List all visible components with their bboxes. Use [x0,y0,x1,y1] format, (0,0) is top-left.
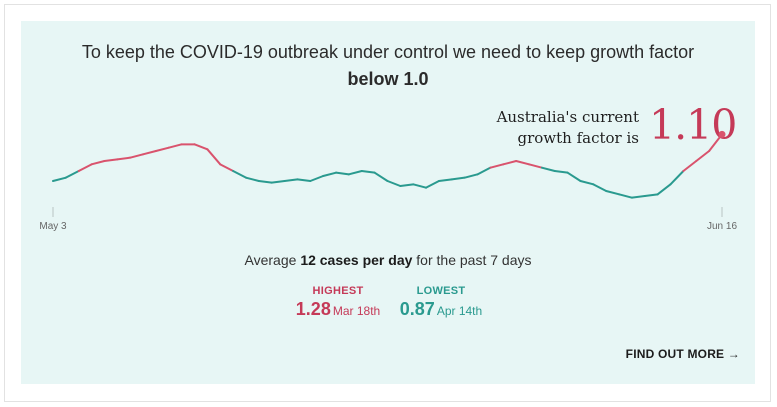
line-segment [682,160,698,172]
line-segment [257,180,273,184]
line-segment [283,178,299,182]
growth-factor-chart: May 3 Jun 16 [39,130,737,232]
line-segment [553,170,569,174]
line-segment [412,183,428,189]
line-segment [515,160,531,166]
line-segment [399,183,415,187]
line-segment [643,193,659,197]
lowest-value-row: 0.87 Apr 14th [396,299,486,320]
line-segment [232,170,247,179]
line-segment [52,176,67,182]
line-segment [425,180,440,189]
line-segment [116,156,132,161]
line-segment [656,183,672,196]
line-segment [489,163,505,169]
line-segment [103,158,119,162]
lowest-date: Apr 14th [436,304,483,318]
lowest-value: 0.87 [399,299,435,319]
headline-line: To keep the COVID-19 outbreak under cont… [81,42,695,62]
line-segment [77,163,93,172]
line-segment [695,150,711,162]
average-bold: 12 cases per day [300,252,413,268]
highest-value: 1.28 [295,299,331,319]
average-cases: Average 12 cases per day for the past 7 … [21,252,755,268]
line-segment [335,171,350,176]
current-label-line2: growth factor is [517,129,640,147]
line-segment [630,195,646,199]
line-segment [206,148,222,166]
line-segment [476,166,492,176]
line-segment [219,163,235,172]
line-segment [592,183,608,192]
line-segment [373,171,389,182]
highest-label: HIGHEST [312,285,364,297]
line-segment [566,171,582,182]
line-segment [142,150,157,156]
headline-emphasis: below 1.0 [347,69,429,89]
line-segment [360,170,376,174]
line-segment [347,170,363,176]
current-value-dot [718,130,726,138]
line-segment [463,173,479,179]
line-segment [502,160,518,166]
growth-line [52,133,723,199]
line-segment [193,143,209,151]
line-segment [386,180,402,187]
current-label-line1: Australia's current [496,108,639,126]
line-segment [154,146,170,152]
current-growth-value: 1.10 [649,101,737,149]
line-segment [605,190,621,196]
line-segment [296,178,312,182]
line-segment [437,178,453,182]
line-segment [129,153,145,159]
highest-date: Mar 18th [332,304,381,318]
highest-stat: HIGHEST 1.28 Mar 18th [293,285,383,320]
x-tick-label-end: Jun 16 [707,221,737,232]
x-tick-label-start: May 3 [39,221,67,232]
line-segment [618,193,633,199]
line-segment [167,143,183,149]
line-segment [322,171,338,177]
highest-value-row: 1.28 Mar 18th [293,299,383,320]
growth-factor-panel: To keep the COVID-19 outbreak under cont… [21,21,755,384]
average-prefix: Average [244,252,297,268]
line-segment [669,170,685,186]
line-segment [579,180,595,186]
lowest-stat: LOWEST 0.87 Apr 14th [396,285,486,320]
lowest-label: LOWEST [416,285,466,297]
find-out-more-link[interactable]: FIND OUT MORE → [625,347,740,361]
line-segment [540,166,556,172]
average-suffix: for the past 7 days [416,252,532,268]
line-segment [64,170,80,179]
headline: To keep the COVID-19 outbreak under cont… [21,39,755,93]
line-segment [244,176,260,182]
line-segment [270,180,286,184]
line-segment [708,133,723,152]
line-segment [90,160,106,166]
line-segment [528,163,543,169]
line-segment [309,175,325,182]
current-growth-label: Australia's current growth factor is [461,107,639,149]
line-segment [450,176,466,181]
